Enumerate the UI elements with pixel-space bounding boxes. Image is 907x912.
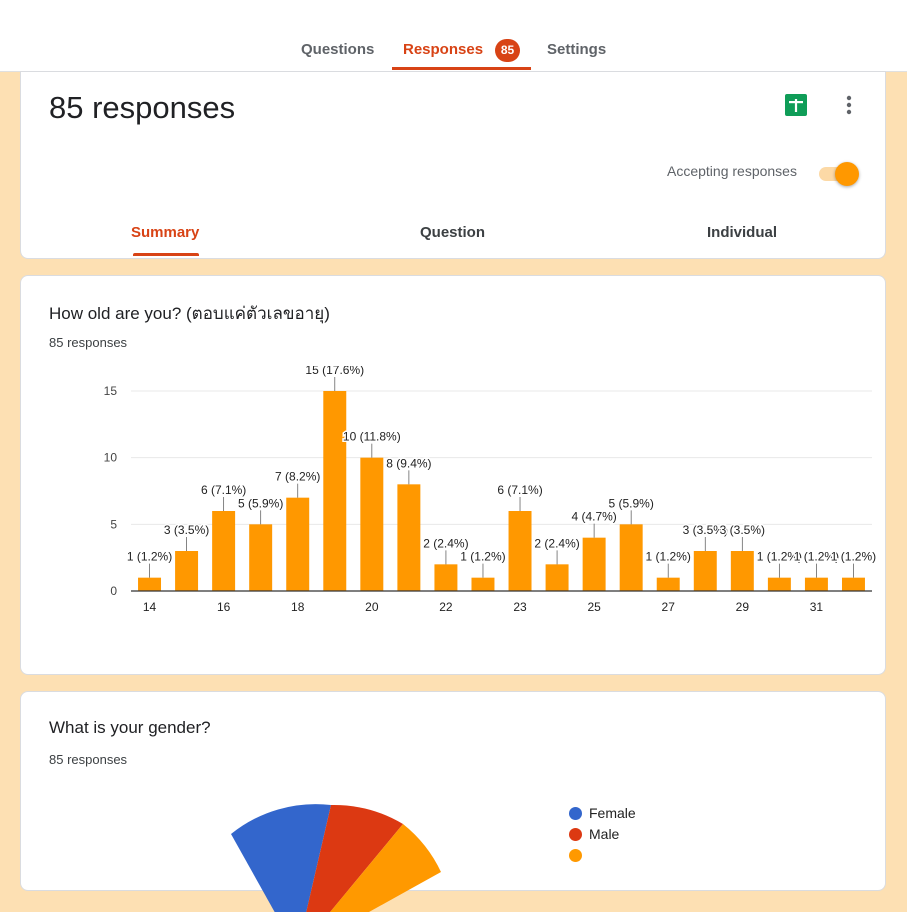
y-tick-label: 0	[110, 584, 117, 598]
responses-header-card: 85 responses Accepting responses Summary…	[20, 71, 886, 259]
data-label: 1 (1.2%)	[831, 550, 876, 564]
bar	[323, 391, 347, 591]
question-title: How old are you? (ตอบแค่ตัวเลขอายุ)	[49, 304, 330, 323]
tab-settings[interactable]: Settings	[547, 41, 607, 58]
bar	[730, 551, 754, 591]
gender-pie-chart	[231, 804, 441, 912]
subtab-individual[interactable]: Individual	[707, 224, 778, 241]
bar	[286, 497, 310, 591]
bar	[619, 524, 643, 591]
data-label: 2 (2.4%)	[534, 536, 579, 550]
data-label: 10 (11.8%)	[343, 430, 401, 444]
data-label: 1 (1.2%)	[757, 550, 802, 564]
tab-responses[interactable]: Responses	[403, 41, 484, 58]
bar	[841, 577, 865, 591]
data-label: 3 (3.5%)	[164, 523, 209, 537]
bar	[397, 484, 421, 591]
legend-dot	[569, 849, 582, 862]
accepting-responses-label: Accepting responses	[667, 163, 797, 179]
bar	[545, 564, 569, 591]
response-count: 85 responses	[49, 335, 128, 350]
bar	[434, 564, 458, 591]
bar	[138, 577, 162, 591]
x-tick-label: 31	[810, 600, 824, 614]
bar	[582, 537, 606, 591]
response-count: 85 responses	[49, 752, 128, 767]
bar	[508, 511, 532, 591]
subtab-question[interactable]: Question	[420, 224, 486, 241]
data-label: 6 (7.1%)	[497, 483, 542, 497]
data-label: 4 (4.7%)	[571, 510, 616, 524]
x-tick-label: 22	[439, 600, 453, 614]
x-tick-label: 16	[217, 600, 231, 614]
x-tick-label: 14	[143, 600, 157, 614]
data-label: 5 (5.9%)	[608, 496, 653, 510]
bar	[471, 577, 495, 591]
x-tick-label: 29	[736, 600, 750, 614]
responses-count-badge: 85	[495, 39, 520, 62]
legend-dot	[569, 807, 582, 820]
bar	[693, 551, 717, 591]
x-tick-label: 20	[365, 600, 379, 614]
data-label: 8 (9.4%)	[386, 456, 431, 470]
bar	[767, 577, 791, 591]
data-label: 3 (3.5%)	[683, 523, 728, 537]
data-label: 3 (3.5%)	[720, 523, 765, 537]
data-label: 15 (17.6%)	[305, 366, 364, 377]
data-label: 1 (1.2%)	[460, 550, 505, 564]
google-sheets-icon[interactable]	[785, 94, 807, 116]
x-tick-label: 27	[662, 600, 676, 614]
data-label: 1 (1.2%)	[646, 550, 691, 564]
more-vert-icon[interactable]	[839, 94, 859, 116]
data-label: 1 (1.2%)	[127, 550, 172, 564]
active-tab-indicator	[392, 67, 531, 70]
y-tick-label: 15	[104, 384, 118, 398]
bar	[656, 577, 680, 591]
responses-title: 85 responses	[49, 90, 236, 125]
legend-dot	[569, 828, 582, 841]
bar	[360, 457, 384, 591]
legend-label: Female	[589, 805, 636, 821]
data-label: 7 (8.2%)	[275, 470, 320, 484]
data-label: 1 (1.2%)	[794, 550, 839, 564]
data-label: 6 (7.1%)	[201, 483, 246, 497]
accepting-responses-toggle[interactable]	[817, 160, 859, 186]
data-label: 2 (2.4%)	[423, 536, 468, 550]
subtab-summary[interactable]: Summary	[131, 224, 200, 241]
y-tick-label: 10	[104, 451, 118, 465]
x-tick-label: 23	[513, 600, 527, 614]
bar	[175, 551, 199, 591]
legend-label: Male	[589, 826, 620, 842]
age-question-card: How old are you? (ตอบแค่ตัวเลขอายุ) 85 r…	[20, 275, 886, 675]
bar	[212, 511, 236, 591]
tab-questions[interactable]: Questions	[301, 41, 375, 58]
subtab-indicator	[133, 253, 199, 256]
top-tab-bar: Questions Responses 85 Settings	[0, 0, 907, 72]
toggle-knob	[835, 162, 859, 186]
question-title: What is your gender?	[49, 718, 211, 737]
bar	[249, 524, 273, 591]
x-tick-label: 25	[587, 600, 601, 614]
data-label: 5 (5.9%)	[238, 496, 283, 510]
bar	[804, 577, 828, 591]
x-tick-label: 18	[291, 600, 305, 614]
gender-question-card: What is your gender? 85 responses Female…	[20, 691, 886, 912]
y-tick-label: 5	[110, 517, 117, 531]
